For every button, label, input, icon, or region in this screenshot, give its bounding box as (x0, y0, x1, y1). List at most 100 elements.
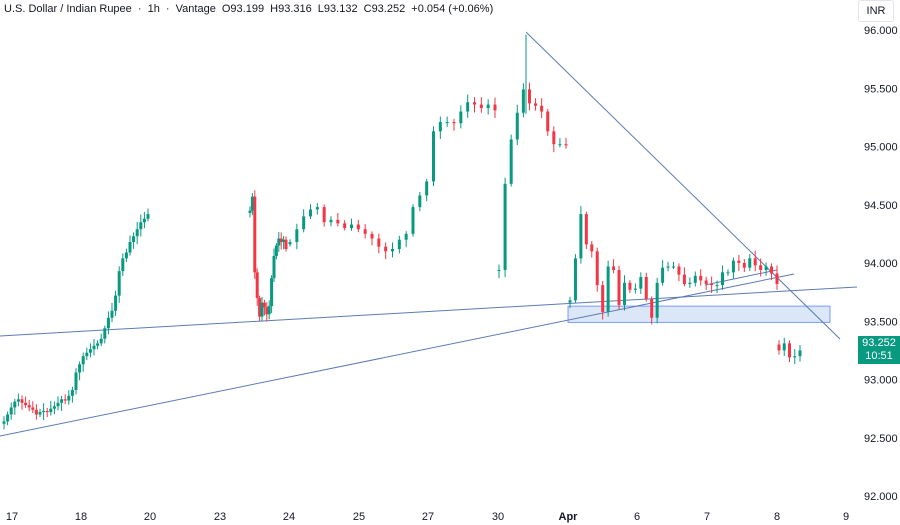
candle-body (99, 338, 103, 344)
symbol-name[interactable]: U.S. Dollar / Indian Rupee (4, 3, 132, 15)
candle-body (699, 275, 703, 281)
candle-body (38, 412, 42, 415)
candle-body (775, 273, 779, 284)
candle-body (737, 260, 741, 263)
candle-body (731, 260, 735, 273)
candle-body (253, 196, 257, 273)
candle-body (564, 144, 568, 146)
candle-body (404, 233, 408, 240)
candle-body (24, 402, 28, 406)
candle-body (742, 263, 746, 268)
candle-body (117, 271, 121, 296)
time-axis: 17 18 20 23 24 25 27 30 Apr 6 7 8 9 (6, 511, 849, 523)
candle-body (42, 410, 46, 413)
candle-body (384, 246, 388, 252)
support-zone (567, 305, 831, 323)
candle-body (432, 131, 435, 182)
candle-body (721, 272, 725, 286)
candle-body (60, 399, 64, 403)
candle-body (459, 111, 463, 124)
candle-body (132, 236, 136, 243)
support-zone-layer (567, 305, 831, 323)
candle-body (515, 112, 519, 140)
candle-body (601, 285, 605, 312)
price-tick-label: 95.500 (864, 83, 898, 95)
price-tick-label: 93.000 (864, 375, 898, 387)
time-tick-label: 20 (144, 511, 156, 523)
price-tick-label: 95.000 (864, 142, 898, 154)
candle-body (397, 239, 401, 250)
time-tick-label: 24 (283, 511, 295, 523)
candle-body (628, 282, 632, 290)
candle-body (336, 219, 340, 224)
candle-body (473, 102, 476, 105)
candle-body (466, 102, 470, 112)
candle-body (438, 122, 442, 132)
candle-body (411, 207, 415, 234)
candle-body (70, 389, 74, 396)
currency-button[interactable]: INR (858, 0, 894, 22)
price-tick-label: 96.000 (864, 25, 898, 37)
data-source: Vantage (175, 3, 216, 15)
candle-body (9, 407, 13, 415)
interval-label[interactable]: 1h (147, 3, 160, 15)
candle-body (798, 350, 802, 357)
candle-body (329, 219, 333, 223)
candle-body (606, 266, 610, 312)
candle-body (258, 297, 262, 317)
candle-body (639, 276, 643, 289)
time-tick-label: 30 (492, 511, 504, 523)
candle-body (445, 122, 449, 124)
candle-body (579, 214, 583, 259)
candle-body (282, 239, 286, 243)
candle-body (322, 207, 326, 223)
candle-body (546, 111, 550, 132)
candle-body (142, 218, 146, 223)
candle-body (584, 214, 588, 245)
candle-body (503, 183, 507, 270)
price-change: +0.054 (+0.06%) (411, 3, 494, 15)
candle-body (595, 251, 599, 286)
candle-body (655, 282, 659, 318)
candle-body (650, 299, 654, 318)
candle-body (103, 328, 107, 339)
candle-body (633, 288, 637, 290)
candle-body (617, 269, 621, 305)
trendlines-layer (0, 31, 858, 437)
time-tick-label: 6 (634, 511, 640, 523)
candle-body (759, 265, 763, 270)
candle-body (370, 233, 374, 239)
candle-body (693, 275, 697, 283)
time-tick-label: 18 (75, 511, 87, 523)
candle-body (96, 343, 100, 346)
candle-body (288, 242, 292, 245)
candle-body (74, 372, 78, 390)
candle-body (612, 266, 616, 270)
candle-body (764, 266, 768, 270)
price-tick-label: 94.500 (864, 200, 898, 212)
ohlc-open: O93.199 (221, 3, 265, 15)
last-price-tag: 93.252 10:51 (858, 336, 900, 365)
bar-countdown: 10:51 (865, 350, 893, 363)
candle-body (2, 421, 6, 424)
candle-body (343, 223, 347, 229)
candle-body (710, 283, 714, 286)
time-tick-label: 17 (6, 511, 18, 523)
time-tick-label: 7 (704, 511, 710, 523)
price-axis: 96.000 95.500 95.000 94.500 94.000 93.500 93.0… (864, 25, 898, 503)
candle-body (509, 139, 513, 184)
ohlc-high: H93.316 (270, 3, 312, 15)
candles-layer (2, 34, 802, 430)
price-tick-label: 94.000 (864, 258, 898, 270)
candle-body (250, 196, 254, 211)
candle-body (110, 310, 114, 318)
candle-body (49, 408, 53, 413)
candle-body (793, 356, 797, 358)
candle-body (78, 364, 82, 373)
chart-header: U.S. Dollar / Indian Rupee · 1h · Vantag… (4, 3, 494, 15)
candle-body (622, 282, 626, 305)
candle-body (45, 410, 49, 413)
candle-body (302, 216, 306, 230)
time-tick-label: 8 (774, 511, 780, 523)
